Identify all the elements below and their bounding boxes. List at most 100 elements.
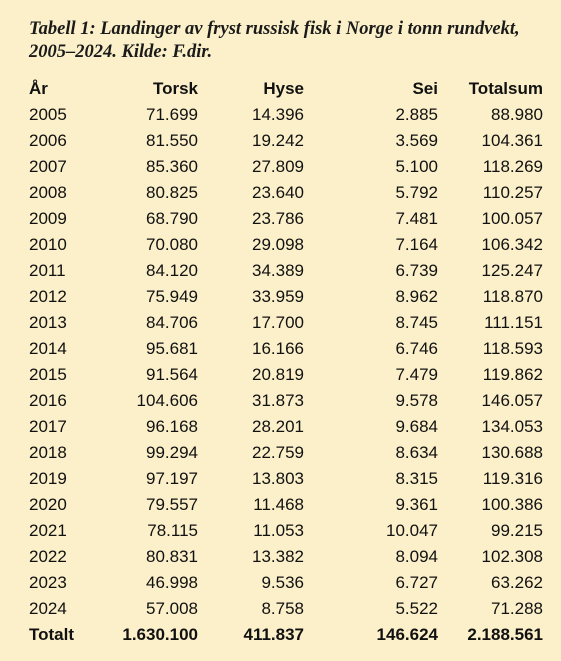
cell-year: 2005 [29, 105, 67, 124]
cell-sei: 10.047 [386, 521, 438, 540]
table-row: 2020 79.557 11.468 9.361 100.386 [29, 492, 543, 518]
landings-table: År Torsk Hyse Sei Totalsum 2005 71.699 14.… [29, 75, 543, 648]
total-hyse: 411.837 [243, 625, 304, 644]
header-totalsum: Totalsum [468, 79, 543, 98]
cell-torsk: 96.168 [146, 417, 198, 436]
cell-year: 2023 [29, 573, 67, 592]
cell-hyse: 17.700 [252, 313, 304, 332]
cell-hyse: 31.873 [252, 391, 304, 410]
cell-hyse: 28.201 [252, 417, 304, 436]
cell-hyse: 22.759 [252, 443, 304, 462]
table-row: 2006 81.550 19.242 3.569 104.361 [29, 128, 543, 154]
cell-hyse: 27.809 [252, 157, 304, 176]
cell-sei: 9.684 [395, 417, 438, 436]
cell-year: 2006 [29, 131, 67, 150]
cell-year: 2010 [29, 235, 67, 254]
cell-torsk: 70.080 [146, 235, 198, 254]
cell-totalsum: 63.262 [491, 573, 543, 592]
cell-totalsum: 102.308 [481, 547, 543, 566]
table-row: 2012 75.949 33.959 8.962 118.870 [29, 284, 543, 310]
cell-hyse: 14.396 [252, 105, 304, 124]
table-row: 2018 99.294 22.759 8.634 130.688 [29, 440, 543, 466]
cell-sei: 5.792 [395, 183, 438, 202]
total-totalsum: 2.188.561 [467, 625, 543, 644]
cell-totalsum: 110.257 [482, 183, 543, 202]
cell-sei: 2.885 [395, 105, 438, 124]
table-row: 2005 71.699 14.396 2.885 88.980 [29, 102, 543, 128]
cell-torsk: 95.681 [146, 339, 198, 358]
cell-hyse: 8.758 [261, 599, 304, 618]
cell-torsk: 79.557 [146, 495, 198, 514]
cell-hyse: 19.242 [252, 131, 304, 150]
table-body: 2005 71.699 14.396 2.885 88.980 2006 81.550 19.… [29, 102, 543, 622]
table-row: 2022 80.831 13.382 8.094 102.308 [29, 544, 543, 570]
cell-sei: 8.745 [395, 313, 438, 332]
table-row: 2014 95.681 16.166 6.746 118.593 [29, 336, 543, 362]
cell-torsk: 81.550 [146, 131, 198, 150]
cell-hyse: 16.166 [252, 339, 304, 358]
table-row: 2023 46.998 9.536 6.727 63.262 [29, 570, 543, 596]
cell-year: 2021 [29, 521, 67, 540]
cell-torsk: 75.949 [146, 287, 198, 306]
cell-torsk: 68.790 [146, 209, 198, 228]
cell-hyse: 11.468 [253, 495, 304, 514]
header-sei: Sei [412, 79, 438, 98]
header-year: År [29, 79, 48, 98]
header-hyse: Hyse [263, 79, 304, 98]
cell-sei: 6.739 [395, 261, 438, 280]
cell-year: 2008 [29, 183, 67, 202]
cell-year: 2019 [29, 469, 67, 488]
cell-sei: 8.634 [395, 443, 438, 462]
cell-sei: 7.164 [395, 235, 438, 254]
cell-hyse: 34.389 [252, 261, 304, 280]
table-row: 2017 96.168 28.201 9.684 134.053 [29, 414, 543, 440]
table-row: 2021 78.115 11.053 10.047 99.215 [29, 518, 543, 544]
cell-totalsum: 118.870 [482, 287, 543, 306]
cell-totalsum: 100.386 [481, 495, 543, 514]
cell-year: 2007 [29, 157, 67, 176]
cell-hyse: 33.959 [252, 287, 304, 306]
cell-totalsum: 130.688 [481, 443, 543, 462]
cell-hyse: 11.053 [253, 521, 304, 540]
cell-hyse: 23.640 [252, 183, 304, 202]
cell-year: 2022 [29, 547, 67, 566]
cell-torsk: 46.998 [146, 573, 198, 592]
cell-totalsum: 146.057 [481, 391, 543, 410]
cell-year: 2009 [29, 209, 67, 228]
cell-sei: 6.746 [395, 339, 438, 358]
cell-torsk: 91.564 [146, 365, 198, 384]
total-row: Totalt 1.630.100 411.837 146.624 2.188.5… [29, 622, 543, 648]
table-row: 2009 68.790 23.786 7.481 100.057 [29, 206, 543, 232]
cell-totalsum: 118.593 [482, 339, 543, 358]
cell-torsk: 97.197 [146, 469, 198, 488]
cell-torsk: 78.115 [147, 521, 198, 540]
table-row: 2013 84.706 17.700 8.745 111.151 [29, 310, 543, 336]
cell-totalsum: 119.316 [482, 469, 543, 488]
cell-totalsum: 100.057 [481, 209, 543, 228]
cell-sei: 9.361 [395, 495, 438, 514]
cell-sei: 8.315 [395, 469, 438, 488]
cell-totalsum: 111.151 [484, 313, 543, 332]
cell-year: 2011 [29, 261, 66, 280]
cell-sei: 7.479 [395, 365, 438, 384]
cell-totalsum: 125.247 [481, 261, 543, 280]
cell-torsk: 57.008 [146, 599, 198, 618]
table-row: 2007 85.360 27.809 5.100 118.269 [29, 154, 543, 180]
cell-torsk: 99.294 [146, 443, 198, 462]
header-torsk: Torsk [152, 79, 198, 98]
cell-sei: 5.522 [395, 599, 438, 618]
cell-torsk: 80.831 [146, 547, 198, 566]
cell-sei: 3.569 [395, 131, 438, 150]
cell-year: 2017 [29, 417, 67, 436]
cell-hyse: 23.786 [252, 209, 304, 228]
total-torsk: 1.630.100 [122, 625, 198, 644]
table-row: 2010 70.080 29.098 7.164 106.342 [29, 232, 543, 258]
cell-torsk: 104.606 [136, 391, 198, 410]
cell-totalsum: 134.053 [481, 417, 543, 436]
cell-hyse: 9.536 [261, 573, 304, 592]
cell-hyse: 13.803 [252, 469, 304, 488]
cell-hyse: 29.098 [252, 235, 304, 254]
table-row: 2008 80.825 23.640 5.792 110.257 [29, 180, 543, 206]
cell-year: 2016 [29, 391, 67, 410]
